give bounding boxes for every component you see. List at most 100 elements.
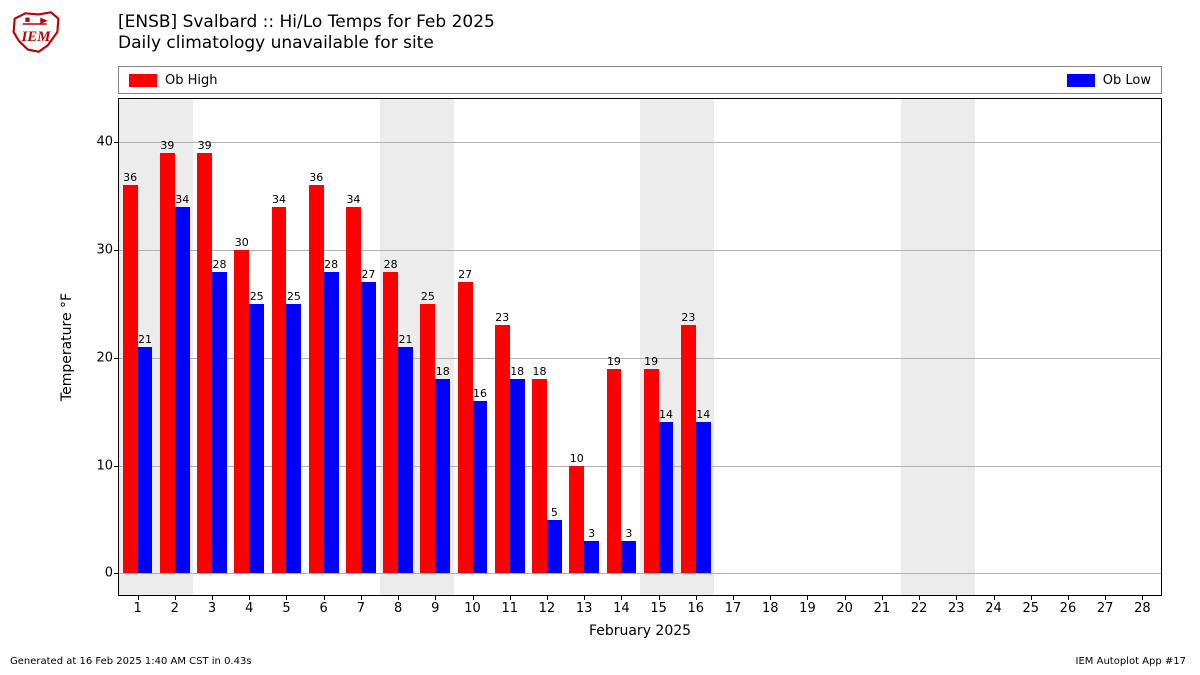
bar-high (234, 250, 249, 573)
bar-label-low: 25 (287, 290, 301, 303)
x-tick-label: 23 (948, 601, 965, 616)
x-tick-label: 11 (501, 601, 518, 616)
bar-label-high: 28 (384, 258, 398, 271)
x-tick (733, 595, 734, 600)
bar-low (621, 541, 636, 573)
x-tick-label: 12 (539, 601, 556, 616)
chart-title: [ENSB] Svalbard :: Hi/Lo Temps for Feb 2… (118, 12, 495, 55)
bar-label-low: 14 (696, 408, 710, 421)
bar-high (160, 153, 175, 574)
legend-item-low: Ob Low (1067, 73, 1151, 88)
bar-high (681, 325, 696, 573)
bar-label-high: 36 (309, 171, 323, 184)
bar-label-high: 23 (495, 311, 509, 324)
bar-label-low: 21 (138, 333, 152, 346)
bar-high (272, 207, 287, 574)
bar-low (547, 520, 562, 574)
bar-low (510, 379, 525, 573)
x-tick-label: 24 (985, 601, 1002, 616)
x-tick (175, 595, 176, 600)
y-tick-label: 30 (96, 242, 113, 257)
footer-app: IEM Autoplot App #17 (1076, 656, 1186, 667)
y-tick-label: 10 (96, 458, 113, 473)
bar-label-low: 27 (361, 268, 375, 281)
y-tick-label: 40 (96, 135, 113, 150)
bar-label-low: 16 (473, 387, 487, 400)
legend-swatch-high (129, 74, 157, 87)
x-tick-label: 9 (431, 601, 439, 616)
x-tick (807, 595, 808, 600)
bar-label-high: 25 (421, 290, 435, 303)
bar-label-high: 36 (123, 171, 137, 184)
bar-label-low: 28 (212, 258, 226, 271)
x-tick (696, 595, 697, 600)
bar-low (324, 272, 339, 574)
bar-label-high: 34 (272, 193, 286, 206)
x-tick (882, 595, 883, 600)
x-tick-label: 1 (133, 601, 141, 616)
chart-plot-area: Temperature °F February 2025 01020304012… (118, 98, 1162, 596)
x-tick (361, 595, 362, 600)
bar-low (361, 282, 376, 573)
x-tick-label: 19 (799, 601, 816, 616)
bar-high (458, 282, 473, 573)
bar-low (659, 422, 674, 573)
bar-high (495, 325, 510, 573)
x-tick (473, 595, 474, 600)
bar-low (175, 207, 190, 574)
bar-label-high: 27 (458, 268, 472, 281)
legend-swatch-low (1067, 74, 1095, 87)
x-tick (621, 595, 622, 600)
title-line1: [ENSB] Svalbard :: Hi/Lo Temps for Feb 2… (118, 12, 495, 33)
x-tick-label: 3 (208, 601, 216, 616)
bar-label-low: 5 (551, 506, 558, 519)
bar-high (383, 272, 398, 574)
legend-label-low: Ob Low (1103, 73, 1151, 88)
bar-label-low: 28 (324, 258, 338, 271)
weekend-band (901, 99, 975, 595)
bar-high (532, 379, 547, 573)
bar-label-low: 18 (436, 365, 450, 378)
gridline (119, 573, 1161, 574)
bar-high (644, 369, 659, 574)
footer-generated: Generated at 16 Feb 2025 1:40 AM CST in … (10, 656, 252, 667)
bar-low (286, 304, 301, 574)
bar-high (309, 185, 324, 573)
gridline (119, 142, 1161, 143)
x-tick (1068, 595, 1069, 600)
x-axis-label: February 2025 (589, 623, 691, 639)
x-tick-label: 14 (613, 601, 630, 616)
svg-text:IEM: IEM (20, 29, 51, 45)
x-tick (324, 595, 325, 600)
bar-low (398, 347, 413, 573)
bar-low (249, 304, 264, 574)
bar-label-high: 30 (235, 236, 249, 249)
x-tick-label: 4 (245, 601, 253, 616)
title-line2: Daily climatology unavailable for site (118, 33, 495, 54)
bar-label-low: 34 (175, 193, 189, 206)
x-tick-label: 8 (394, 601, 402, 616)
bar-label-high: 19 (607, 355, 621, 368)
y-axis-label: Temperature °F (59, 293, 75, 401)
x-tick (435, 595, 436, 600)
x-tick (138, 595, 139, 600)
bar-label-high: 39 (160, 139, 174, 152)
bar-high (346, 207, 361, 574)
x-tick-label: 13 (576, 601, 593, 616)
x-tick (249, 595, 250, 600)
x-tick-label: 10 (464, 601, 481, 616)
x-tick-label: 15 (650, 601, 667, 616)
bar-label-low: 14 (659, 408, 673, 421)
bar-label-high: 10 (570, 452, 584, 465)
bar-label-low: 18 (510, 365, 524, 378)
bar-label-high: 34 (346, 193, 360, 206)
y-tick-label: 0 (105, 566, 113, 581)
x-tick (919, 595, 920, 600)
x-tick (1105, 595, 1106, 600)
bar-high (197, 153, 212, 574)
bar-label-high: 23 (681, 311, 695, 324)
iem-logo: IEM (8, 8, 64, 56)
x-tick-label: 7 (357, 601, 365, 616)
bar-label-low: 21 (399, 333, 413, 346)
x-tick (1031, 595, 1032, 600)
